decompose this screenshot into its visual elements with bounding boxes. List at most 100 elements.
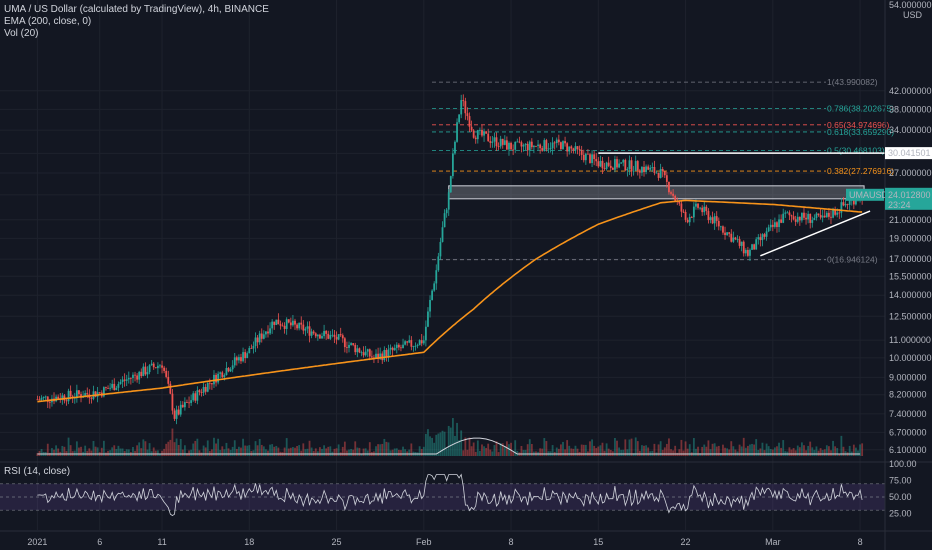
rsi-line (37, 473, 863, 516)
candle-body (663, 171, 666, 176)
volume-bar (267, 450, 269, 456)
candle-body (645, 166, 647, 172)
candle-body (807, 213, 810, 220)
volume-bar (312, 450, 315, 456)
candle-body (751, 244, 753, 250)
volume-bar (213, 437, 215, 456)
time-axis[interactable]: 2021 6 11 18 25 Feb 8 15 22 Mar 8 (0, 530, 932, 547)
volume-bar (165, 443, 168, 456)
volume-bar (206, 440, 209, 456)
volume-bar (701, 446, 704, 456)
candle-body (395, 344, 398, 348)
time-tick-label: 8 (509, 537, 514, 547)
candle-body (825, 212, 828, 218)
volume-bar (688, 444, 691, 456)
candle-body (493, 137, 496, 142)
volume-bar (643, 445, 645, 456)
volume-bar (298, 445, 301, 456)
volume-bar (283, 447, 286, 456)
candle-body (767, 227, 770, 232)
volume-bar (796, 445, 799, 456)
volume-bar (607, 448, 610, 456)
candle-body (107, 387, 109, 389)
candle-body (113, 383, 116, 391)
volume-bar (383, 438, 386, 456)
volume-bar (244, 445, 247, 456)
volume-bar (156, 450, 159, 456)
candle-body (404, 341, 407, 345)
candle-body (661, 169, 664, 172)
volume-bar (528, 439, 531, 456)
volume-bar (805, 450, 807, 456)
candle-body (481, 129, 483, 136)
candle-body (418, 340, 421, 346)
volume-bar (319, 447, 321, 456)
candle-body (75, 390, 78, 398)
volume-bar (485, 447, 488, 456)
candle-body (472, 130, 475, 138)
candle-body (188, 402, 190, 404)
volume-bar (699, 453, 702, 456)
currency-label: USD (903, 10, 923, 20)
volume-bar (495, 441, 498, 456)
candle-body (655, 172, 658, 174)
candle-body (466, 113, 469, 117)
volume-bar (287, 448, 290, 456)
candle-body (653, 167, 656, 173)
volume-bar (526, 444, 529, 456)
candle-body (713, 216, 716, 224)
candle-body (159, 365, 161, 367)
volume-bar (503, 446, 506, 456)
volume-bar (530, 444, 533, 456)
volume-bar (86, 450, 89, 456)
candle-body (323, 330, 325, 337)
volume-bar (148, 443, 151, 456)
price-tick-label: 8.200000 (889, 390, 927, 400)
volume-bar (449, 427, 452, 456)
volume-bar (790, 449, 793, 456)
trend-lines[interactable] (598, 152, 885, 257)
candle-body (227, 367, 230, 372)
volume-bar (568, 445, 571, 456)
candle-body (368, 349, 371, 357)
volume-bar (341, 446, 344, 456)
volume-bar (308, 440, 311, 456)
volume-bar (501, 443, 504, 456)
volume-bar (271, 444, 274, 456)
candle-body (530, 141, 533, 148)
volume-bar (638, 450, 641, 456)
candle-body (298, 322, 301, 329)
candle-body (134, 374, 136, 376)
volume-bar (387, 442, 390, 456)
volume-bar (418, 446, 421, 456)
candle-body (148, 365, 151, 373)
volume-bar (636, 441, 639, 456)
volume-bar (765, 443, 768, 456)
volume-bar (493, 445, 496, 456)
candle-body (682, 211, 685, 213)
candle-body (568, 146, 571, 152)
candle-body (171, 393, 174, 411)
candle-body (634, 161, 637, 171)
volume-bar (138, 442, 141, 456)
volume-bar (119, 448, 122, 456)
fib-level-label: 0.5(30.468103) (827, 145, 885, 155)
volume-bar (730, 441, 733, 456)
candle-body (622, 159, 625, 163)
volume-bar (260, 444, 263, 456)
rsi-pane (0, 461, 932, 516)
candle-body (350, 343, 352, 345)
candle-body (250, 348, 253, 349)
candle-body (445, 209, 448, 214)
volume-bar (456, 422, 458, 456)
volume-bar (620, 449, 623, 456)
candle-body (811, 220, 814, 223)
candle-body (57, 396, 60, 399)
volume-bar (161, 450, 163, 456)
volume-bar (564, 449, 566, 456)
rsi-tick-label: 75.00 (889, 476, 912, 486)
ascending-trendline[interactable] (760, 210, 871, 257)
candle-body (360, 352, 363, 354)
candle-body (397, 344, 400, 348)
